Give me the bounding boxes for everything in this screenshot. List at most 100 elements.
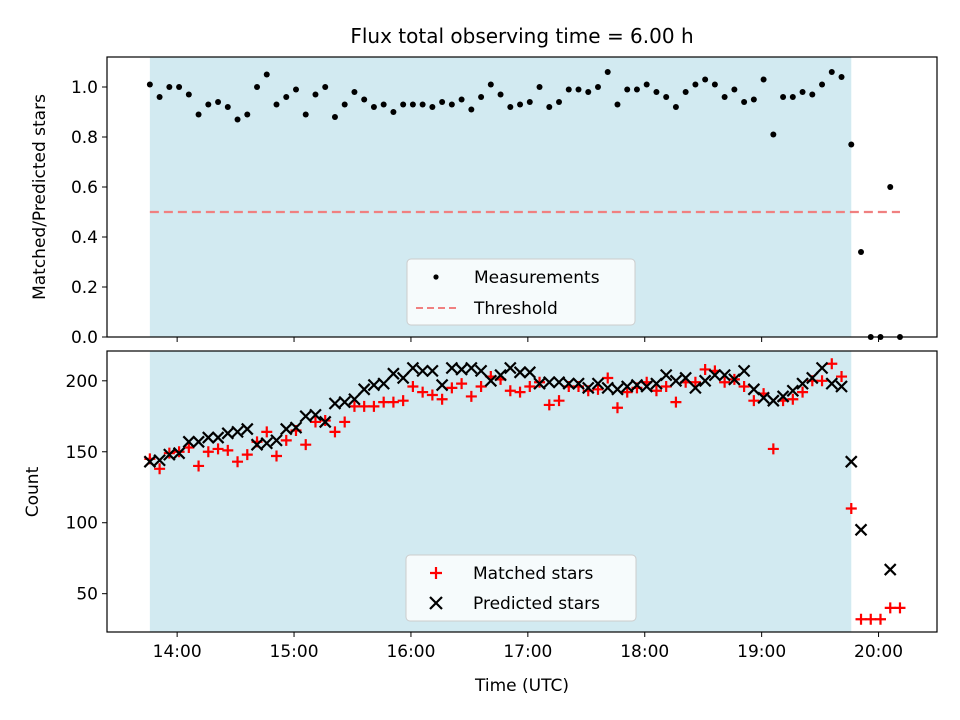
predicted-stars-point [591,377,605,390]
measurement-point [770,131,777,138]
measurement-point [887,184,894,190]
measurement-point [546,104,553,110]
measurement-point [341,101,348,108]
matched-stars-point [592,383,604,395]
predicted-stars-point [786,384,800,398]
matched-stars-point [329,426,341,438]
ratio-plot-frame [106,56,938,338]
measurement-point [799,89,806,95]
predicted-stars-point [241,422,254,436]
predicted-stars-point [221,427,235,440]
legend-measurements-label: Measurements [474,268,600,288]
matched-stars-point [884,602,896,614]
measurement-point [224,104,231,110]
matched-stars-point [689,376,701,388]
measurement-point [429,104,436,110]
measurement-point [507,104,514,110]
measurement-point [663,94,670,100]
predicted-stars-point [357,383,371,396]
matched-stars-point [426,389,438,401]
measurement-point [400,101,407,108]
y-tick-label: 0.0 [71,328,98,348]
measurement-point [643,81,650,88]
predicted-stars-point [825,377,839,390]
predicted-stars-point [542,375,556,389]
measurement-point [789,94,796,100]
measurement-point [361,96,368,103]
predicted-stars-point [435,378,449,392]
measurement-point [526,99,533,105]
matched-stars-point [699,363,711,375]
legend-threshold-label: Threshold [473,299,558,319]
matched-stars-point [621,386,633,398]
predicted-stars-point [620,380,634,393]
matched-stars-point [368,400,380,412]
matched-stars-point [836,371,848,383]
measurement-point [390,109,397,115]
measurement-point [731,86,738,93]
predicted-stars-point [718,368,731,382]
predicted-stars-point [601,381,615,395]
predicted-stars-point [270,434,283,447]
predicted-stars-point [835,380,848,393]
matched-stars-point [797,386,809,398]
predicted-stars-point [309,408,322,422]
x-tick-label: 15:00 [270,642,319,662]
x-axis-label: Time (UTC) [474,676,569,696]
predicted-stars-point [796,377,809,390]
ratio-marks [146,69,903,340]
predicted-stars-point [815,361,829,375]
count-y-axis: 50 100 150 200 [66,372,107,605]
ratio-panel: Flux total observing time = 6.00 h 0.00.… [30,24,938,348]
ratio-y-axis: 0.0 0.2 0.4 0.6 0.8 1.0 [71,78,107,348]
measurement-point [721,94,728,100]
predicted-stars-point [279,422,293,436]
measurement-point [468,106,475,113]
measurement-point [254,84,261,90]
measurement-point [828,69,835,75]
predicted-stars-point [416,364,429,378]
measurement-point [263,71,270,78]
predicted-stars-point [776,390,790,403]
measurement-point [809,91,816,98]
matched-stars-point [543,399,555,411]
predicted-stars-point [153,454,166,467]
predicted-stars-point [611,383,624,396]
count-x-axis: 14:00 15:00 16:00 17:00 18:00 19:00 20:00 [153,632,903,662]
measurement-point [322,84,329,90]
measurement-point [585,89,592,95]
predicted-stars-point [630,378,644,392]
measurement-point [653,89,660,95]
ratio-legend-box [406,258,636,326]
predicted-stars-point [396,371,410,385]
measurement-point [458,96,465,103]
matched-stars-point [524,380,536,392]
matched-stars-point [855,613,867,625]
predicted-stars-point [182,435,196,449]
count-panel: 50 100 150 200 14:00 15:00 16:00 17:00 18:00 19:… [23,350,938,696]
matched-stars-point [232,456,244,468]
legend-matched-label: Matched stars [473,564,593,584]
predicted-stars-point [172,446,186,460]
x-tick-label: 17:00 [503,642,552,662]
matched-stars-point [475,380,487,392]
measurement-point [556,99,563,105]
measurement-point [848,141,855,148]
measurement-point [614,101,621,108]
matched-stars-point [222,444,234,456]
matched-stars-point [553,395,565,407]
predicted-stars-point [445,361,459,375]
measurement-point [594,84,601,90]
count-marks [143,358,906,625]
measurement-point [487,81,494,88]
predicted-stars-point [669,374,683,388]
measurement-point [331,114,338,120]
matched-stars-point [738,380,750,392]
measurement-point [351,89,358,95]
predicted-stars-point [806,371,819,385]
measurement-point [292,86,299,93]
predicted-stars-point [260,436,274,450]
matched-stars-point [212,443,224,455]
predicted-stars-point [289,421,303,434]
predicted-stars-point [708,368,722,382]
